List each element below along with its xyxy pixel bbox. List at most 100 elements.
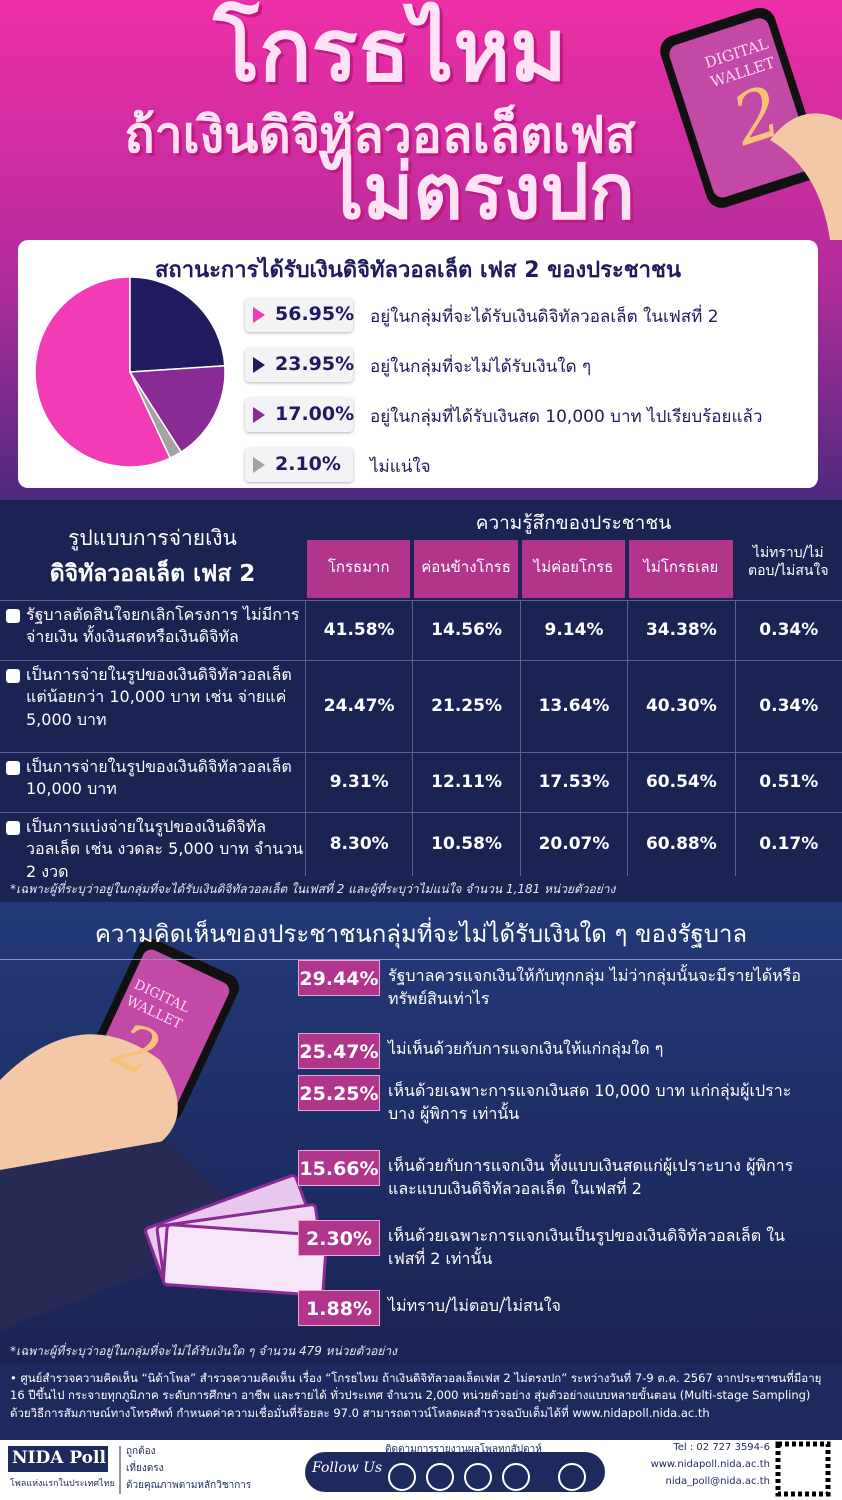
opinion-value: 2.30%	[298, 1220, 380, 1256]
cell: 20.07%	[519, 812, 627, 876]
pie-slice	[34, 276, 172, 468]
row-label: เป็นการจ่ายในรูปของเงินดิจิทัลวอลเล็ต 10…	[26, 757, 292, 799]
phone-screen	[669, 18, 813, 198]
pie-title: สถานะการได้รับเงินดิจิทัลวอลเล็ต เฟส 2 ข…	[154, 258, 682, 283]
opinion-text: เห็นด้วยกับการแจกเงิน ทั้งแบบเงินสดแก่ผู…	[388, 1156, 794, 1199]
opinion-value: 1.88%	[298, 1290, 380, 1326]
cell: 24.47%	[305, 660, 412, 752]
row-header: รูปแบบการจ่ายเงิน	[68, 526, 237, 550]
qr-code[interactable]	[775, 1441, 831, 1497]
cell: 0.51%	[734, 752, 842, 812]
cell: 0.34%	[734, 600, 842, 660]
tiktok-icon[interactable]	[558, 1463, 586, 1491]
title-line: ถ้าเงินดิจิทัลวอลเล็ตเฟส	[124, 106, 636, 164]
legend-badge: 2.10%	[245, 448, 353, 482]
opinion-text: เห็นด้วยเฉพาะการแจกเงินเป็นรูปของเงินดิจ…	[388, 1226, 785, 1269]
contact: Tel : 02 727 3594-6	[673, 1442, 770, 1453]
legend-badge: 17.00%	[245, 398, 354, 432]
group-header: ความรู้สึกของประชาชน	[475, 512, 672, 534]
brand: NIDA Poll	[12, 1448, 106, 1468]
row-separator	[0, 752, 842, 753]
column-header: โกรธมาก	[307, 540, 411, 598]
column-header: ค่อนข้างโกรธ	[414, 540, 518, 598]
legend-label: อยู่ในกลุ่มที่จะไม่ได้รับเงินใด ๆ	[370, 357, 592, 377]
tagline: โพลแห่งแรกในประเทศไทย	[10, 1479, 115, 1489]
x-icon[interactable]	[502, 1463, 530, 1491]
row-label: เป็นการแบ่งจ่ายในรูปของเงินดิจิทัลวอลเล็…	[26, 817, 304, 881]
facebook-icon[interactable]	[388, 1463, 416, 1491]
legend-label: อยู่ในกลุ่มที่ได้รับเงินสด 10,000 บาท ไป…	[370, 407, 763, 427]
opinion-value: 15.66%	[298, 1150, 380, 1186]
row-bullet	[6, 609, 20, 623]
value-label: 2.10%	[275, 453, 341, 475]
method-section	[0, 1365, 842, 1440]
cell: 8.30%	[305, 812, 412, 876]
cell: 14.56%	[412, 600, 519, 660]
row-bullet	[6, 821, 20, 835]
value-item: เที่ยงตรง	[126, 1463, 164, 1474]
cell: 10.58%	[412, 812, 519, 876]
banknote	[161, 1223, 329, 1297]
row-separator	[0, 660, 842, 661]
row-header: ดิจิทัลวอลเล็ต เฟส 2	[49, 561, 256, 587]
cell: 41.58%	[305, 600, 412, 660]
value-label: 23.95%	[275, 353, 355, 375]
row-label: รัฐบาลตัดสินใจยกเลิกโครงการ ไม่มีการจ่าย…	[26, 605, 300, 647]
cell: 17.53%	[519, 752, 627, 812]
row-separator	[0, 812, 842, 813]
opinion-text: ไม่เห็นด้วยกับการแจกเงินให้แก่กลุ่มใด ๆ	[388, 1039, 664, 1058]
social-icons	[388, 1463, 586, 1491]
cell: 40.30%	[627, 660, 734, 752]
hand-bottom	[0, 1034, 178, 1170]
pie-slice	[129, 276, 226, 373]
row-label: เป็นการจ่ายในรูปของเงินดิจิทัลวอลเล็ต แต…	[26, 665, 292, 729]
legend-label: อยู่ในกลุ่มที่จะได้รับเงินดิจิทัลวอลเล็ต…	[370, 307, 719, 327]
opinion-text: ไม่ทราบ/ไม่ตอบ/ไม่สนใจ	[388, 1296, 561, 1315]
instagram-icon[interactable]	[464, 1463, 492, 1491]
sleeve	[0, 1140, 260, 1330]
legend-chevron	[253, 357, 265, 373]
row-separator	[0, 600, 842, 601]
opinion-text: รัฐบาลควรแจกเงินให้กับทุกกลุ่ม ไม่ว่ากลุ…	[388, 966, 801, 1009]
contact: nida_poll@nida.ac.th	[665, 1476, 770, 1487]
title-line: โกรธไหม	[213, 1, 567, 101]
youtube-icon[interactable]	[426, 1463, 454, 1491]
row-bullet	[6, 761, 20, 775]
method-text: • ศูนย์สำรวจความคิดเห็น “นิด้าโพล” สำรวจ…	[10, 1371, 822, 1420]
banknotes	[144, 1174, 329, 1297]
legend-chevron	[253, 307, 265, 323]
cell: 60.88%	[627, 812, 734, 876]
legend-chevron	[253, 407, 265, 423]
opinion-value: 25.25%	[298, 1075, 380, 1111]
value-item: ถูกต้อง	[126, 1446, 156, 1457]
opinion-note: *เฉพาะผู้ที่ระบุว่าอยู่ในกลุ่มที่จะไม่ได…	[10, 1344, 397, 1358]
table-note: *เฉพาะผู้ที่ระบุว่าอยู่ในกลุ่มที่จะได้รั…	[10, 882, 616, 896]
opinion-value: 29.44%	[298, 960, 380, 996]
row-bullet	[6, 669, 20, 683]
follow-note: ติดตามการรายงานผลโพลทุกสัปดาห์	[385, 1444, 542, 1455]
cell: 13.64%	[519, 660, 627, 752]
pie-slice	[128, 364, 226, 454]
cell: 60.54%	[627, 752, 734, 812]
column-header: ไม่โกรธเลย	[629, 540, 733, 598]
follow-pill	[305, 1452, 605, 1492]
cell: 9.31%	[305, 752, 412, 812]
cell: 21.25%	[412, 660, 519, 752]
brand-logo-box	[8, 1446, 108, 1472]
legend-badge: 56.95%	[245, 298, 355, 332]
value-item: ด้วยคุณภาพตามหลักวิชาการ	[126, 1480, 252, 1491]
title-line: ไม่ตรงปก	[325, 147, 635, 236]
legend-chevron	[253, 457, 265, 473]
cell: 9.14%	[519, 600, 627, 660]
column-header: ไม่ทราบ/ไม่ตอบ/ไม่สนใจ	[748, 545, 829, 580]
value-label: 56.95%	[275, 303, 355, 325]
cell: 0.17%	[734, 812, 842, 876]
opinion-text: เห็นด้วยเฉพาะการแจกเงินสด 10,000 บาท แก่…	[388, 1081, 792, 1124]
contact: www.nidapoll.nida.ac.th	[650, 1459, 770, 1470]
legend-badge: 23.95%	[245, 348, 355, 382]
phone-top	[660, 7, 822, 208]
pie-slice	[129, 371, 183, 460]
